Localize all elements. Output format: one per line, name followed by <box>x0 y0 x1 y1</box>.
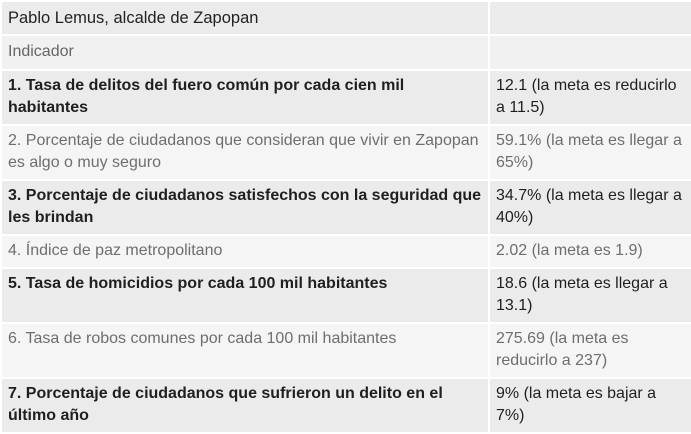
table-row: 6. Tasa de robos comunes por cada 100 mi… <box>2 324 691 377</box>
indicator-cell: 1. Tasa de delitos del fuero común por c… <box>2 71 488 124</box>
indicator-cell: 7. Porcentaje de ciudadanos que sufriero… <box>2 379 488 432</box>
value-cell: 9% (la meta es bajar a 7%) <box>490 379 691 432</box>
table-title-right <box>490 2 691 34</box>
indicator-cell: 2. Porcentaje de ciudadanos que consider… <box>2 126 488 179</box>
value-cell: 34.7% (la meta es llegar a 40%) <box>490 181 691 234</box>
table-row: 1. Tasa de delitos del fuero común por c… <box>2 71 691 124</box>
value-cell: 59.1% (la meta es llegar a 65%) <box>490 126 691 179</box>
table-title: Pablo Lemus, alcalde de Zapopan <box>2 2 488 34</box>
value-column-header <box>490 36 691 69</box>
table-row: 3. Porcentaje de ciudadanos satisfechos … <box>2 181 691 234</box>
indicator-cell: 5. Tasa de homicidios por cada 100 mil h… <box>2 269 488 322</box>
indicator-cell: 6. Tasa de robos comunes por cada 100 mi… <box>2 324 488 377</box>
value-cell: 12.1 (la meta es reducirlo a 11.5) <box>490 71 691 124</box>
value-cell: 18.6 (la meta es llegar a 13.1) <box>490 269 691 322</box>
table-row: 2. Porcentaje de ciudadanos que consider… <box>2 126 691 179</box>
table-row: 4. Índice de paz metropolitano 2.02 (la … <box>2 236 691 267</box>
table-row: 7. Porcentaje de ciudadanos que sufriero… <box>2 379 691 432</box>
indicator-column-header: Indicador <box>2 36 488 69</box>
table-row: 5. Tasa de homicidios por cada 100 mil h… <box>2 269 691 322</box>
value-cell: 275.69 (la meta es reducirlo a 237) <box>490 324 691 377</box>
indicator-cell: 3. Porcentaje de ciudadanos satisfechos … <box>2 181 488 234</box>
indicator-cell: 4. Índice de paz metropolitano <box>2 236 488 267</box>
table-title-row: Pablo Lemus, alcalde de Zapopan <box>2 2 691 34</box>
table-subheader-row: Indicador <box>2 36 691 69</box>
value-cell: 2.02 (la meta es 1.9) <box>490 236 691 267</box>
